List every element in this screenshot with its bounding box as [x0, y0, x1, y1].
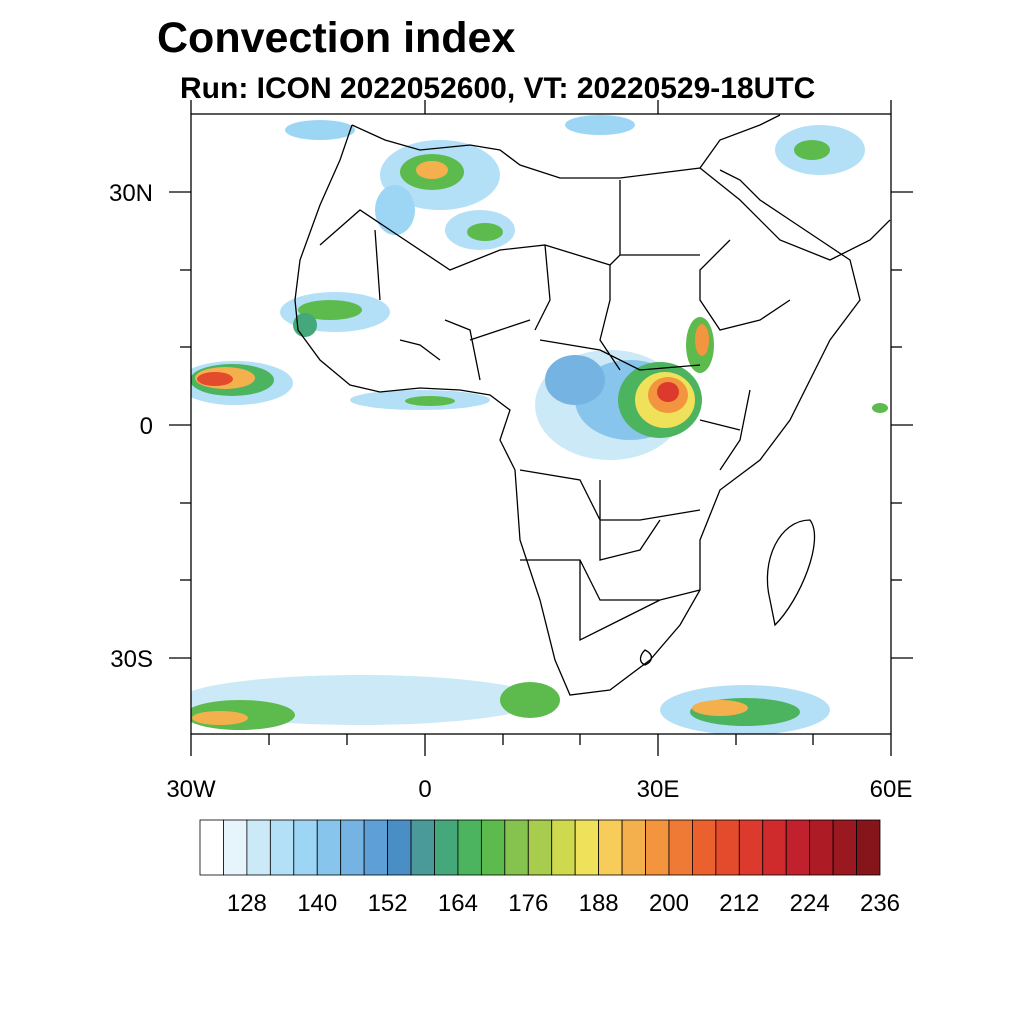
colorbar-swatch [246, 819, 271, 876]
colorbar-swatch [762, 819, 787, 876]
colorbar-tick-label: 188 [579, 890, 619, 917]
colorbar-swatch [621, 819, 646, 876]
colorbar-tick-label: 152 [368, 890, 408, 917]
map-frame [190, 113, 892, 735]
lon-label: 30E [637, 776, 680, 803]
lon-label: 30W [166, 776, 216, 803]
colorbar-tick-label: 236 [860, 890, 900, 917]
colorbar-tick-label: 140 [297, 890, 337, 917]
colorbar-tick-label: 224 [790, 890, 830, 917]
colorbar-swatch [293, 819, 318, 876]
colorbar-swatch [340, 819, 365, 876]
colorbar-tick-label: 176 [508, 890, 548, 917]
colorbar-swatch [363, 819, 388, 876]
colorbar-swatch [738, 819, 764, 876]
colorbar-tick-label: 128 [227, 890, 267, 917]
colorbar-tick-label: 212 [719, 890, 759, 917]
colorbar-swatch [223, 819, 248, 876]
colorbar-swatch [410, 819, 435, 876]
lon-label: 60E [870, 776, 913, 803]
colorbar-swatch [832, 819, 857, 876]
colorbar-swatch [434, 819, 459, 876]
coastlines [294, 114, 891, 696]
colorbar-swatch [715, 819, 740, 876]
lat-label: 30N [109, 180, 153, 207]
colorbar-swatch [574, 819, 600, 876]
colorbar [199, 819, 881, 876]
colorbar-swatch [480, 819, 506, 876]
colorbar-swatch [199, 819, 224, 876]
lat-label: 0 [140, 413, 153, 440]
colorbar-swatch [645, 819, 670, 876]
colorbar-swatch [269, 819, 295, 876]
colorbar-swatch [668, 819, 693, 876]
colorbar-swatch [785, 819, 811, 876]
colorbar-swatch [504, 819, 529, 876]
colorbar-swatch [457, 819, 482, 876]
colorbar-swatch [527, 819, 553, 876]
chart-title: Convection index [157, 14, 516, 62]
axis-ticks [169, 100, 913, 756]
lon-label: 0 [418, 776, 431, 803]
colorbar-swatch [809, 819, 834, 876]
colorbar-swatch [598, 819, 623, 876]
colorbar-labels: 128 140 152 164 176 188 200 212 224 236 [227, 890, 900, 917]
chart-subtitle: Run: ICON 2022052600, VT: 20220529-18UTC [180, 72, 816, 105]
colorbar-swatch [856, 819, 881, 876]
colorbar-swatch [316, 819, 342, 876]
colorbar-tick-label: 200 [649, 890, 689, 917]
colorbar-tick-label: 164 [438, 890, 478, 917]
convection-field [191, 115, 888, 734]
colorbar-swatch [387, 819, 412, 876]
colorbar-swatch [551, 819, 576, 876]
lat-label: 30S [110, 646, 153, 673]
colorbar-swatch [692, 819, 717, 876]
